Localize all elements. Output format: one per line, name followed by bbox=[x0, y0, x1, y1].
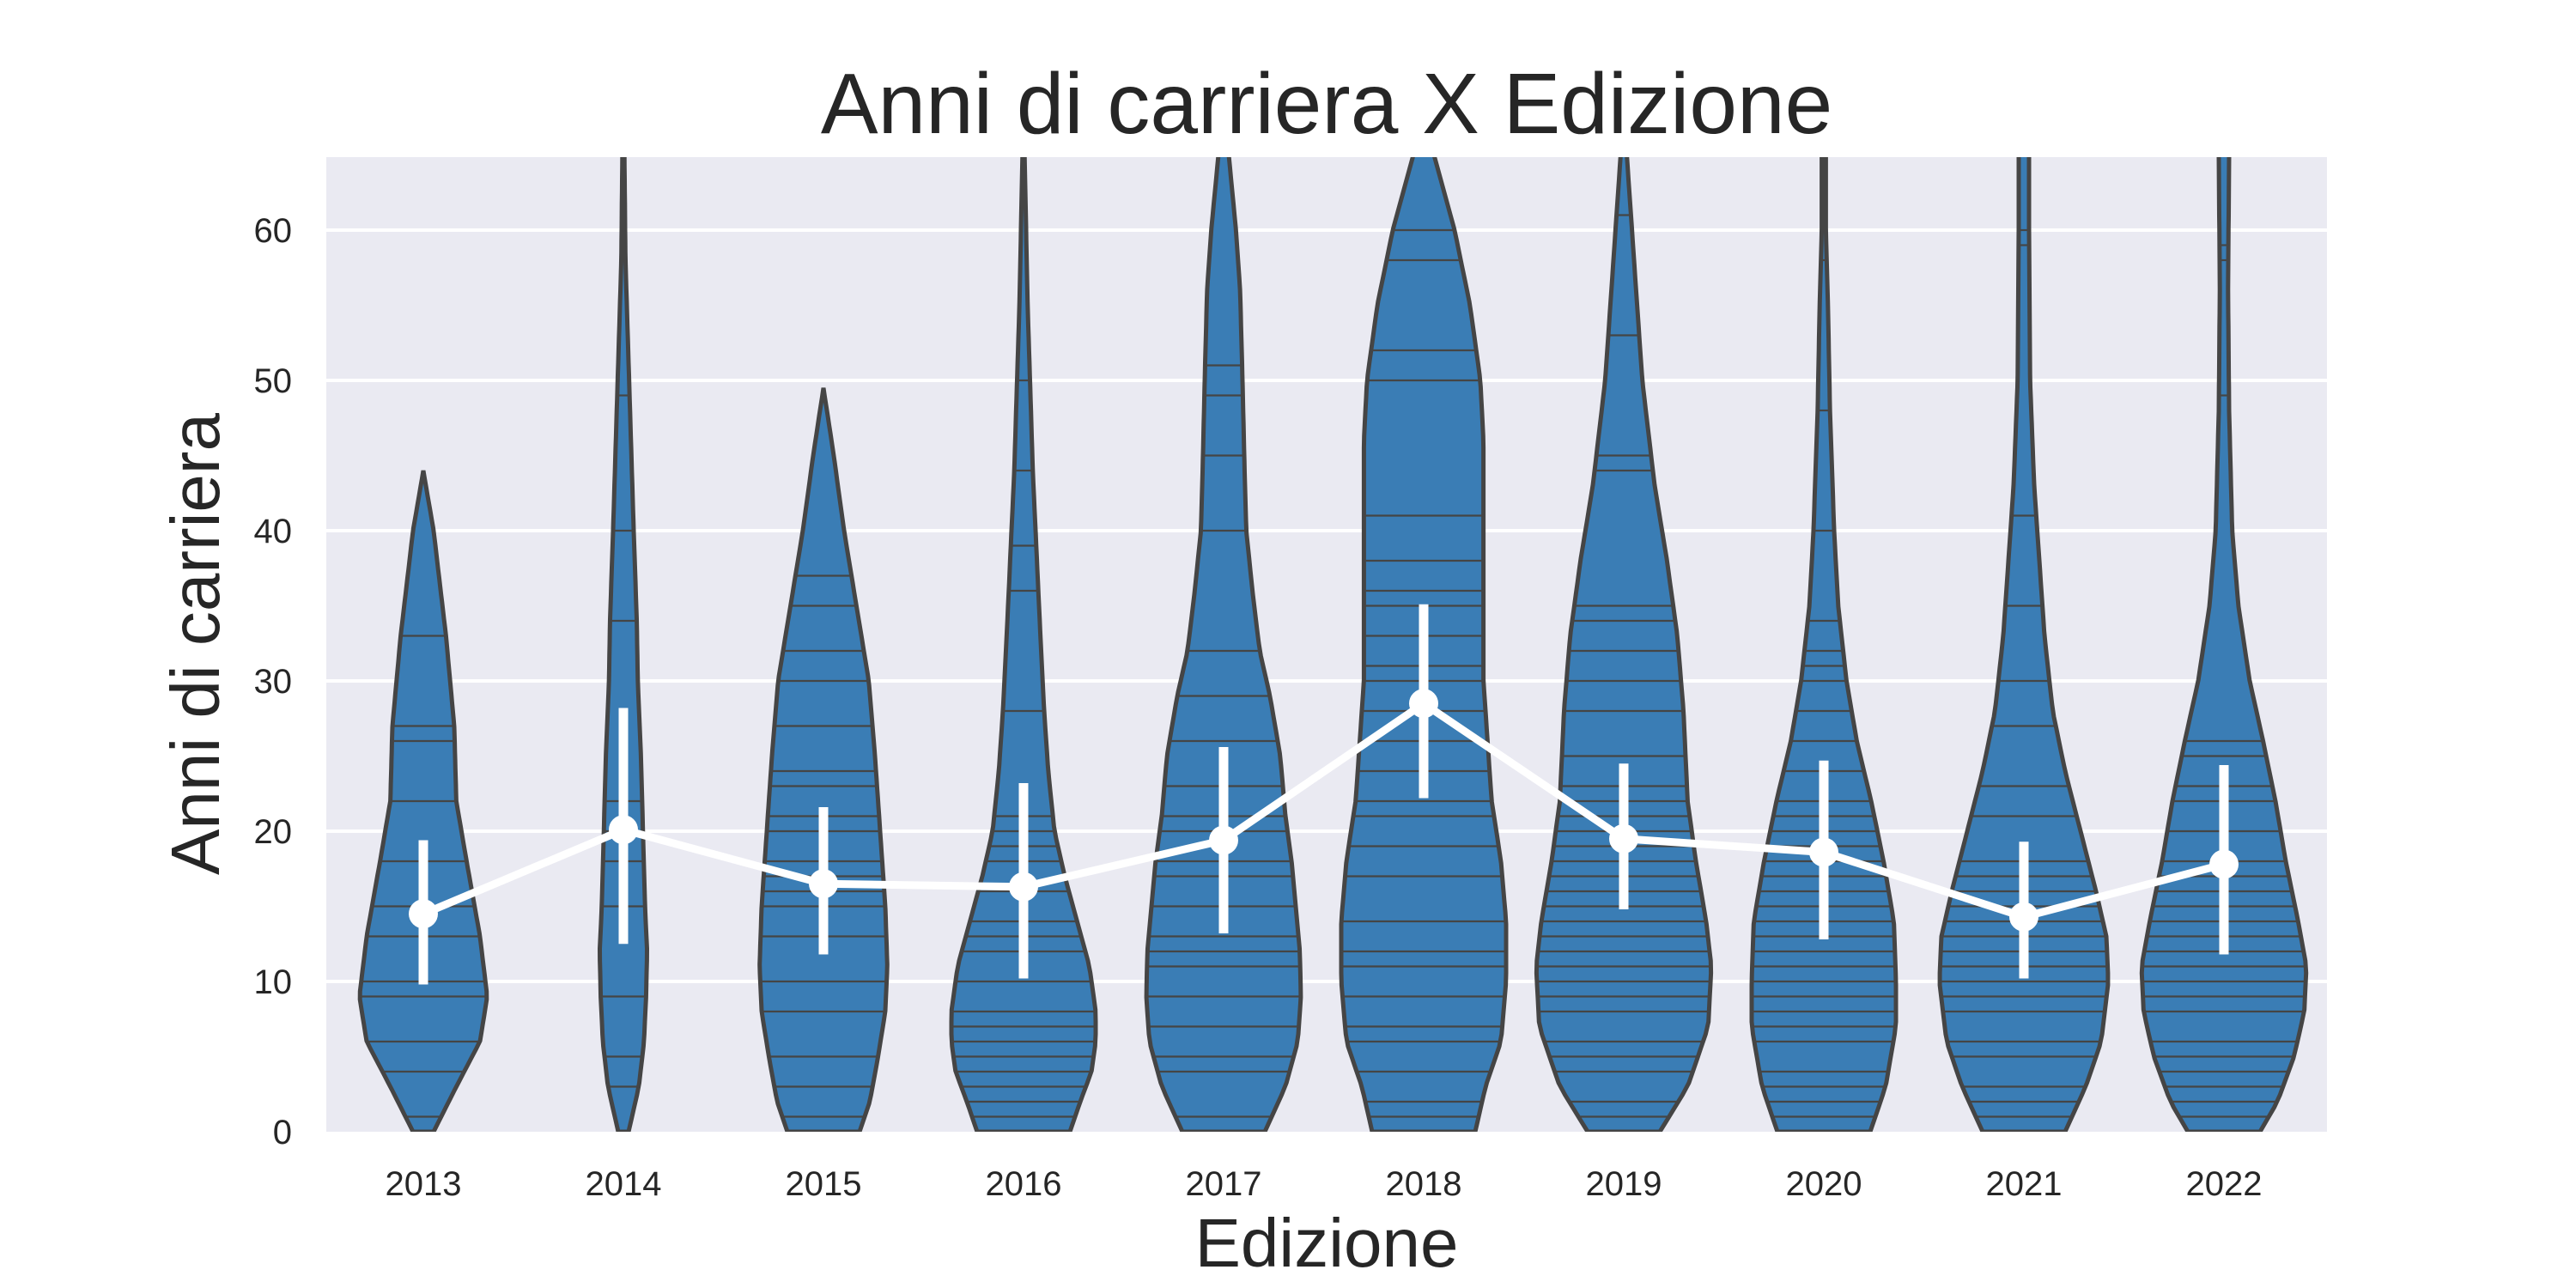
y-tick-label-40: 40 bbox=[254, 513, 293, 550]
chart-title: Anni di carriera X Edizione bbox=[821, 56, 1832, 152]
y-tick-label-20: 20 bbox=[254, 813, 293, 851]
x-tick-label-2021: 2021 bbox=[1986, 1165, 2063, 1203]
y-tick-label-60: 60 bbox=[254, 212, 293, 250]
x-tick-label-2014: 2014 bbox=[586, 1165, 662, 1203]
x-ticks: 2013 2014 2015 2016 2017 2018 2019 2020 2021 2022 bbox=[386, 1165, 2263, 1203]
y-ticks: 0 10 20 30 40 50 60 bbox=[254, 212, 293, 1151]
violin-body-2021 bbox=[1937, 157, 2111, 1132]
gridlines bbox=[326, 228, 2327, 983]
x-tick-label-2015: 2015 bbox=[786, 1165, 862, 1203]
violin-2013 bbox=[357, 470, 489, 1132]
x-tick-label-2022: 2022 bbox=[2186, 1165, 2263, 1203]
mean-point-2020 bbox=[1809, 837, 1838, 867]
mean-point-2017 bbox=[1209, 825, 1238, 855]
x-tick-label-2017: 2017 bbox=[1186, 1165, 1262, 1203]
mean-point-2022 bbox=[2209, 849, 2239, 879]
x-tick-label-2013: 2013 bbox=[386, 1165, 462, 1203]
violin-2021 bbox=[1937, 157, 2111, 1132]
x-tick-label-2019: 2019 bbox=[1586, 1165, 1662, 1203]
mean-point-2015 bbox=[809, 869, 838, 899]
mean-point-2014 bbox=[609, 815, 638, 845]
violin-2020 bbox=[1749, 157, 1899, 1132]
y-axis-label: Anni di carriera bbox=[157, 412, 234, 875]
x-axis-label: Edizione bbox=[1195, 1205, 1459, 1281]
x-tick-label-2016: 2016 bbox=[986, 1165, 1062, 1203]
violin-body-2020 bbox=[1749, 157, 1899, 1132]
mean-point-2021 bbox=[2009, 902, 2038, 932]
violin-2022 bbox=[2139, 157, 2309, 1132]
mean-point-2013 bbox=[409, 899, 438, 929]
y-tick-label-50: 50 bbox=[254, 362, 293, 400]
violin-body-2019 bbox=[1534, 157, 1714, 1132]
mean-line bbox=[422, 699, 2226, 921]
y-tick-label-30: 30 bbox=[254, 663, 293, 701]
violin-body-2014 bbox=[597, 157, 650, 1132]
mean-point-2018 bbox=[1409, 689, 1438, 719]
violin-body-2022 bbox=[2139, 157, 2309, 1132]
mean-series bbox=[409, 604, 2239, 985]
mean-point-2016 bbox=[1009, 872, 1038, 902]
mean-point-2019 bbox=[1609, 823, 1638, 854]
x-tick-label-2018: 2018 bbox=[1386, 1165, 1462, 1203]
y-tick-label-0: 0 bbox=[273, 1114, 292, 1151]
y-tick-label-10: 10 bbox=[254, 963, 293, 1001]
x-tick-label-2020: 2020 bbox=[1786, 1165, 1862, 1203]
